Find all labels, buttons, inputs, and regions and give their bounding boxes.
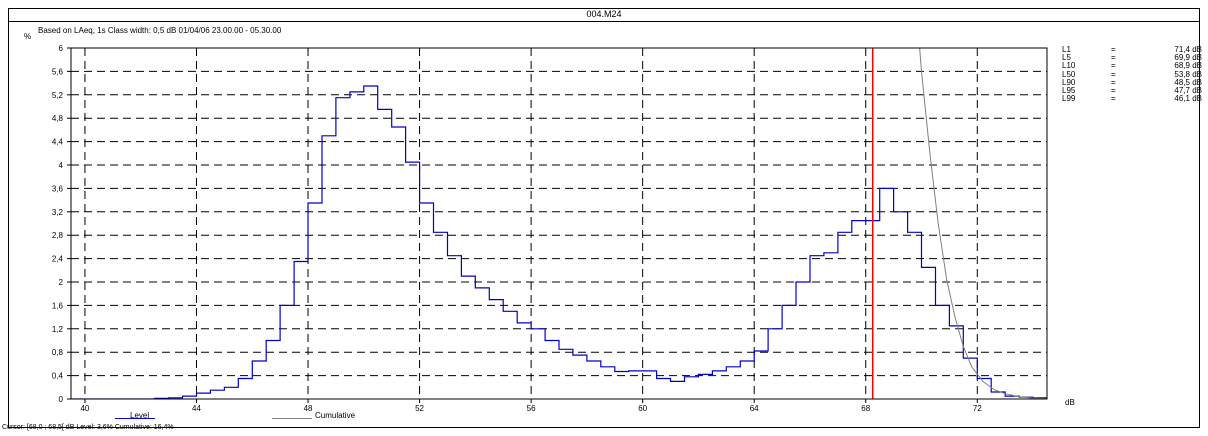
y-tick-label: 6 (59, 44, 64, 53)
x-tick-label: 40 (80, 404, 89, 413)
x-tick-label: 44 (192, 404, 201, 413)
percentile-stats: L1 = 71,4 dB L5 = 69,9 dB L10 = 68,9 dB L50 = 53,8 … (1062, 45, 1202, 104)
y-tick-label: 4 (59, 161, 64, 170)
stat-row: L10 = 68,9 dB (1062, 62, 1202, 70)
stat-row: L95 = 47,7 dB (1062, 85, 1202, 95)
stat-value: 53,8 dB (1174, 69, 1202, 79)
y-tick-label: 1,2 (52, 325, 64, 334)
stat-equals: = (1111, 77, 1116, 87)
stat-row: L90 = 48,5 dB (1062, 77, 1202, 87)
stat-value: 68,9 dB (1174, 61, 1202, 71)
x-axis-ticks: 40 44 48 52 56 60 64 68 72 (80, 399, 982, 413)
stat-label: L99 (1062, 94, 1076, 104)
legend-level-label: Level (130, 411, 150, 420)
y-tick-label: 2 (59, 278, 64, 287)
legend-cumulative-swatch (272, 418, 312, 419)
y-tick-label: 0,8 (52, 348, 64, 357)
y-tick-label: 0,4 (52, 372, 64, 381)
plot-border (70, 47, 1048, 400)
y-tick-label: 4,8 (52, 114, 64, 123)
y-tick-label: 4,4 (52, 138, 64, 147)
stat-row: L99 = 46,1 dB (1062, 94, 1202, 104)
x-tick-label: 52 (415, 404, 424, 413)
y-tick-label: 3,6 (52, 184, 64, 193)
y-tick-label: 5,6 (52, 67, 64, 76)
stat-equals: = (1111, 45, 1116, 54)
stat-label: L10 (1062, 61, 1076, 71)
stat-value: 48,5 dB (1174, 77, 1202, 87)
x-tick-label: 72 (973, 404, 982, 413)
y-axis-unit: % (24, 32, 32, 41)
x-tick-label: 56 (527, 404, 536, 413)
series-group (71, 48, 1047, 399)
series-level-line (71, 85, 1047, 399)
stat-value: 47,7 dB (1174, 85, 1202, 95)
y-tick-label: 3,2 (52, 208, 64, 217)
stat-label: L5 (1062, 53, 1071, 63)
stat-equals: = (1111, 69, 1116, 79)
stat-equals: = (1111, 94, 1116, 104)
y-tick-label: 1,6 (52, 301, 64, 310)
x-axis-unit: dB (1065, 398, 1075, 407)
legend-cumulative-label: Cumulative (315, 411, 356, 420)
x-tick-label: 48 (304, 404, 313, 413)
title-divider (9, 21, 1199, 22)
legend-level-swatch (115, 418, 155, 419)
y-tick-label: 5,2 (52, 91, 64, 100)
stat-row: L50 = 53,8 dB (1062, 69, 1202, 79)
stat-equals: = (1111, 85, 1116, 95)
y-tick-label: 2,4 (52, 255, 64, 264)
stat-value: 46,1 dB (1174, 94, 1202, 104)
stat-row: L1 = 71,4 dB (1062, 45, 1202, 54)
chart-subtitle: Based on LAeq, 1s Class width: 0,5 dB 01… (38, 26, 282, 35)
stat-row: L5 = 69,9 dB (1062, 53, 1202, 63)
y-tick-label: 0 (59, 395, 64, 404)
x-tick-label: 68 (861, 404, 870, 413)
stat-label: L95 (1062, 85, 1076, 95)
stat-equals: = (1111, 53, 1116, 63)
series-cumulative-line (919, 48, 1047, 399)
x-tick-label: 60 (638, 404, 647, 413)
stat-value: 71,4 dB (1174, 45, 1202, 54)
stat-label: L50 (1062, 69, 1076, 79)
grid-lines (71, 48, 1047, 399)
x-tick-label: 64 (750, 404, 759, 413)
stat-equals: = (1111, 61, 1116, 71)
stat-label: L90 (1062, 77, 1076, 87)
chart-window: 004.M24 (8, 8, 1200, 428)
cursor-readout: Cursor: [68,0 ; 68,5[ dB Level: 3,6% Cum… (2, 424, 174, 431)
window-title: 004.M24 (586, 9, 622, 19)
y-axis-ticks: 0 0,4 0,8 1,2 1,6 2 2,4 2,8 3,2 3,6 4 4,4 4,8 5,2 5,6 6 (52, 44, 71, 404)
y-tick-label: 2,8 (52, 231, 64, 240)
stat-value: 69,9 dB (1174, 53, 1202, 63)
stat-label: L1 (1062, 45, 1071, 54)
